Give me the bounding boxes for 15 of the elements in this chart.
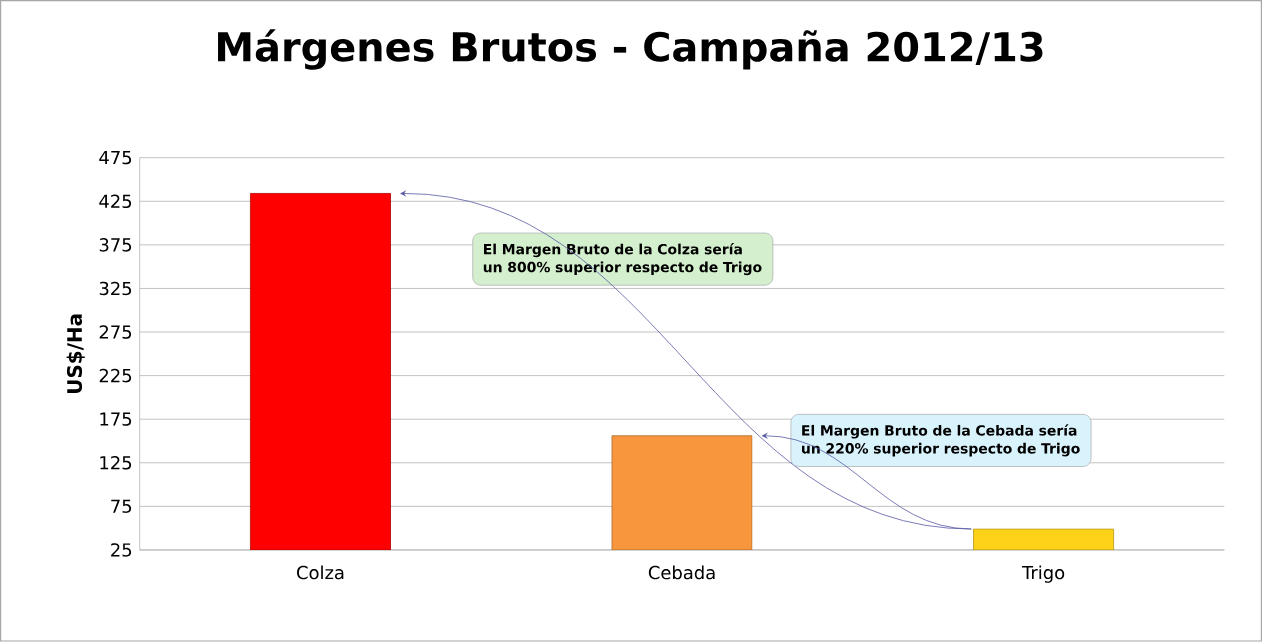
- x-tick-label: Trigo: [1022, 565, 1065, 584]
- y-tick-label: 475: [99, 151, 132, 165]
- y-tick-label: 325: [99, 281, 132, 296]
- y-tick-label: 225: [99, 369, 132, 383]
- y-tick-label: 75: [111, 499, 132, 514]
- y-axis-title: US$/Ha: [66, 314, 85, 394]
- x-tick-label: Cebada: [648, 565, 715, 580]
- y-tick-label: 175: [100, 412, 132, 427]
- y-tick-label: 125: [100, 456, 132, 470]
- x-tick-label: Colza: [297, 565, 344, 580]
- y-tick-label: 25: [111, 543, 132, 557]
- y-tick-label: 375: [99, 238, 132, 252]
- chart-title: Márgenes Brutos - Campaña 2012/13: [218, 29, 1043, 71]
- y-tick-label: 425: [99, 194, 132, 209]
- y-tick-label: 275: [99, 325, 132, 339]
